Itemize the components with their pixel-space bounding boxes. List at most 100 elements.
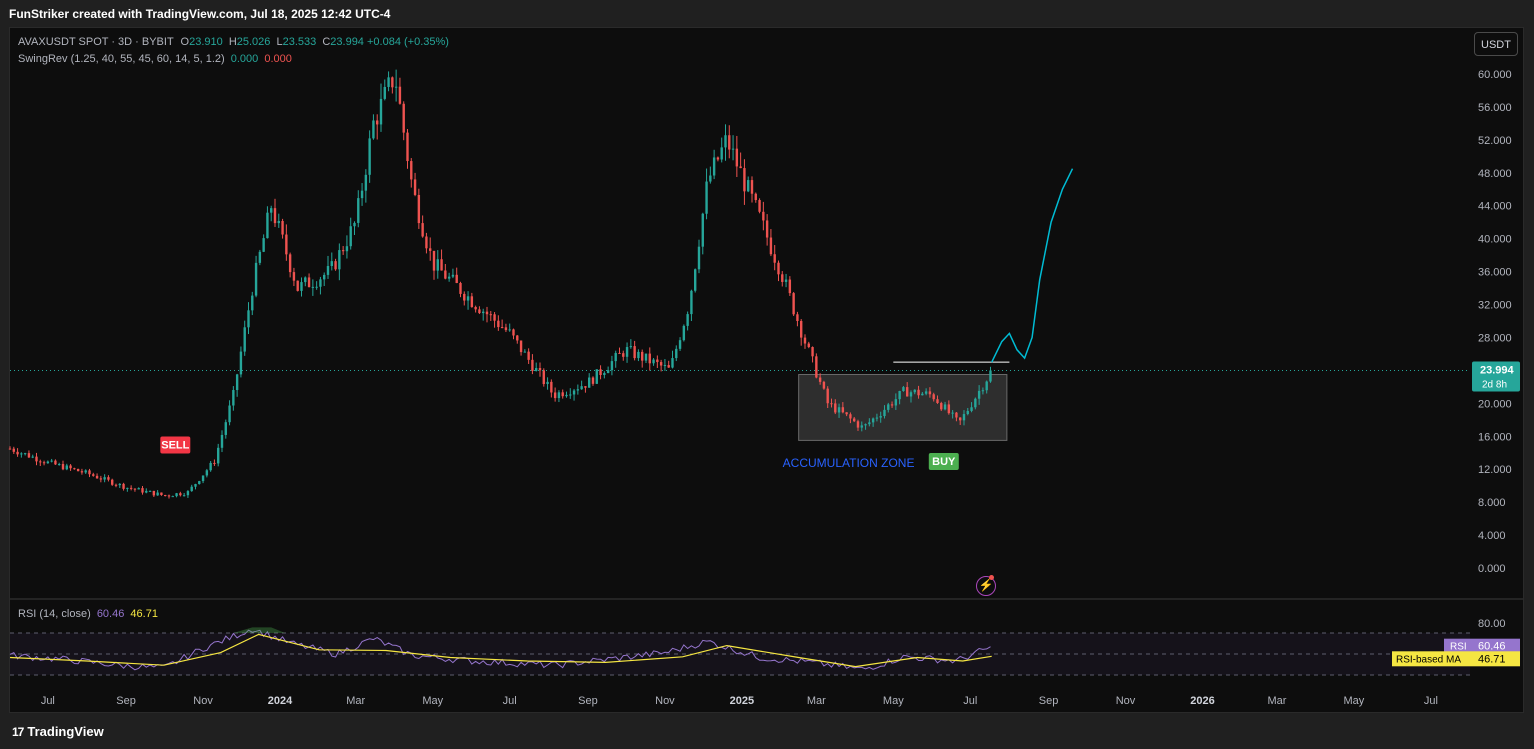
candle-body: [868, 422, 871, 425]
candle-body: [220, 434, 224, 448]
candle-body: [519, 340, 523, 353]
candle-body: [262, 238, 265, 252]
candle-body: [807, 343, 810, 348]
candle-body: [731, 148, 735, 150]
candle-body: [678, 340, 682, 349]
rsi-name-badge: [1444, 638, 1472, 654]
candle-body: [909, 392, 913, 397]
rsi-line: [9, 629, 991, 671]
candle-body: [985, 381, 988, 391]
candle-body: [478, 309, 481, 314]
candle-body: [440, 259, 443, 271]
y-tick-label: 40.000: [1478, 234, 1512, 246]
candle-body: [667, 365, 670, 368]
candle-body: [622, 353, 625, 357]
candle-body: [315, 286, 318, 288]
x-tick-label: Mar: [807, 695, 826, 707]
candle-body: [652, 359, 655, 364]
candle-body: [266, 212, 269, 239]
symbol-name: AVAXUSDT SPOT · 3D · BYBIT: [18, 36, 174, 48]
x-tick-label: Nov: [655, 695, 675, 707]
candle-body: [235, 374, 239, 391]
candle-body: [747, 180, 750, 192]
candle-body: [569, 394, 572, 396]
candle-body: [330, 261, 333, 267]
flash-icon[interactable]: ⚡: [976, 576, 996, 596]
candle-body: [516, 335, 519, 341]
candle-body: [811, 347, 814, 357]
candle-body: [425, 236, 428, 249]
candle-body: [463, 293, 466, 301]
candle-body: [133, 488, 137, 490]
candle-body: [254, 262, 258, 296]
candle-body: [637, 351, 640, 359]
candle-body: [413, 179, 417, 195]
header-bar: FunStriker created with TradingView.com,…: [0, 0, 1534, 27]
candle-body: [943, 404, 947, 410]
candle-body: [489, 314, 492, 316]
candle-body: [531, 359, 534, 371]
candle-body: [482, 311, 485, 314]
candle-body: [716, 157, 720, 160]
x-tick-label: Nov: [193, 695, 213, 707]
candle-body: [504, 327, 508, 331]
candle-body: [198, 481, 201, 485]
currency-button[interactable]: USDT: [1474, 32, 1518, 56]
candle-body: [970, 407, 973, 411]
x-tick-label: Sep: [578, 695, 598, 707]
candle-body: [951, 412, 954, 414]
candle-body: [164, 495, 167, 497]
candle-body: [720, 147, 723, 160]
candle-body: [599, 369, 602, 375]
candle-body: [694, 269, 697, 291]
candle-body: [341, 250, 345, 252]
candle-body: [686, 314, 689, 326]
candle-body: [307, 277, 311, 288]
rsi-overbought-fill: [233, 627, 286, 633]
candle-body: [296, 280, 299, 291]
candle-body: [171, 496, 174, 498]
candle-body: [349, 226, 352, 247]
candle-body: [311, 286, 315, 288]
candle-body: [466, 296, 470, 301]
candle-body: [8, 448, 12, 450]
open-label: O: [180, 36, 190, 48]
candle-body: [712, 157, 716, 176]
candle-body: [444, 270, 447, 279]
candle-body: [614, 352, 617, 362]
x-tick-label: Mar: [346, 695, 365, 707]
tradingview-logo[interactable]: 17 TradingView: [12, 724, 104, 739]
candle-body: [542, 370, 545, 385]
candle-body: [535, 368, 538, 371]
candle-body: [107, 477, 110, 480]
y-tick-label: 28.000: [1478, 332, 1512, 344]
rsi-ma-value-badge-label: 46.71: [1478, 653, 1506, 665]
y-tick-label: 48.000: [1478, 168, 1512, 180]
candle-body: [122, 483, 125, 489]
candle-body: [300, 282, 303, 291]
candle-body: [92, 474, 95, 476]
last-price-countdown: 2d 8h: [1482, 379, 1507, 390]
candle-body: [690, 290, 693, 315]
x-tick-label: 2025: [730, 695, 754, 707]
projection-path: [991, 168, 1074, 363]
candle-body: [27, 453, 31, 458]
x-tick-label: Mar: [1267, 695, 1286, 707]
candle-body: [580, 386, 583, 390]
candle-body: [739, 166, 742, 169]
candle-body: [145, 490, 148, 493]
rsi-name: RSI (14, close): [18, 608, 91, 620]
candle-body: [126, 487, 129, 489]
candle-body: [591, 377, 595, 384]
x-tick-label: May: [1344, 695, 1365, 707]
candle-body: [376, 120, 379, 125]
rsi-value-badge: [1472, 638, 1520, 654]
candle-body: [277, 220, 280, 224]
candle-body: [917, 389, 920, 396]
x-tick-label: Nov: [1116, 695, 1136, 707]
candle-body: [65, 465, 68, 470]
candle-body: [671, 358, 674, 368]
candle-body: [54, 460, 57, 465]
candle-body: [762, 211, 765, 221]
